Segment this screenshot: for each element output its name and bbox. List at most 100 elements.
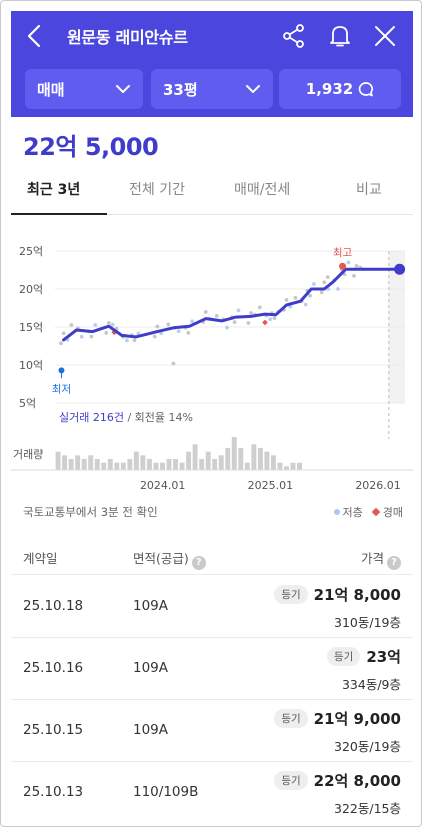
transaction-dot: [79, 334, 84, 339]
row-price: 등기 22억 8,000: [274, 770, 401, 791]
y-tick-label: 10억: [19, 359, 43, 372]
volume-bar: [120, 462, 126, 470]
volume-bar: [244, 462, 250, 470]
auction-marker: [262, 319, 268, 326]
min-price-marker: [58, 367, 65, 374]
transaction-dot: [346, 260, 351, 265]
transaction-dot: [293, 295, 298, 300]
volume-bar: [114, 462, 120, 470]
chevron-down-icon: [116, 85, 130, 93]
table-row[interactable]: 25.10.16 109A 등기 23억 334동/9층: [11, 638, 413, 700]
legend-low-floor: 저층: [342, 506, 363, 519]
volume-bar: [81, 459, 87, 470]
volume-bar: [225, 448, 231, 470]
x-tick-label: 2026.01: [355, 479, 401, 492]
period-tabs: 최근 3년 전체 기간 매매/전세 비교: [11, 163, 413, 215]
transaction-dot: [190, 319, 195, 324]
transaction-dot: [225, 325, 229, 330]
y-tick-label: 15억: [19, 321, 43, 334]
table-row[interactable]: 25.10.15 109A 등기 21억 9,000 320동/19층: [11, 700, 413, 762]
transaction-dot: [136, 331, 141, 336]
tab-sale-jeonse[interactable]: 매매/전세: [234, 182, 291, 198]
transaction-dot: [93, 322, 98, 327]
volume-bar: [68, 459, 74, 470]
table-row[interactable]: 25.10.13 110/109B 등기 22억 8,000 322동/15층: [11, 762, 413, 824]
close-icon[interactable]: [372, 23, 398, 49]
row-date: 25.10.15: [23, 722, 84, 738]
transaction-dot: [236, 308, 241, 313]
volume-bar: [75, 455, 81, 470]
top-bar: 원문동 래미안슈르: [11, 11, 413, 61]
trade-type-select[interactable]: 매매: [25, 69, 143, 109]
transaction-dot: [336, 286, 340, 291]
volume-bar: [133, 451, 139, 470]
volume-bar: [238, 448, 244, 470]
volume-bar: [264, 451, 270, 470]
volume-bar: [146, 459, 152, 470]
legend-auction: 경매: [382, 506, 403, 519]
help-icon[interactable]: ?: [191, 556, 206, 570]
source-row: 국토교통부에서 3분 전 확인 저층 경매: [23, 504, 403, 522]
row-area: 109A: [133, 598, 169, 614]
header-price: 가격?: [361, 548, 401, 570]
registered-badge: 등기: [326, 647, 361, 666]
transaction-dot: [104, 331, 109, 335]
registered-badge: 등기: [274, 585, 308, 604]
transaction-dot: [61, 331, 66, 336]
current-price: 22억 5,000: [23, 133, 159, 161]
comments-button[interactable]: 1,932: [279, 69, 401, 109]
volume-bar: [277, 462, 283, 470]
row-unit: 322동/15층: [334, 801, 401, 816]
transaction-dot: [354, 263, 359, 268]
transaction-dot: [246, 321, 251, 325]
header: 원문동 래미안슈르 매매 33평: [11, 11, 413, 117]
registered-badge: 등기: [274, 771, 308, 790]
current-price-point: [394, 263, 406, 275]
transaction-dot: [214, 314, 219, 318]
tab-compare[interactable]: 비교: [356, 182, 382, 198]
volume-bar: [199, 459, 205, 470]
row-date: 25.10.18: [23, 598, 84, 614]
volume-bar: [297, 462, 302, 470]
transaction-dot: [272, 316, 277, 321]
tab-recent-3y[interactable]: 최근 3년: [27, 182, 81, 198]
tab-all-period[interactable]: 전체 기간: [129, 182, 185, 198]
transaction-dot: [232, 320, 237, 325]
transaction-dot: [311, 282, 316, 286]
table-row[interactable]: 25.10.18 109A 등기 21억 8,000 310동/19층: [11, 576, 413, 638]
size-select[interactable]: 33평: [151, 69, 273, 109]
comments-count: 1,932: [305, 80, 354, 98]
transaction-dot: [268, 317, 273, 321]
volume-bar: [257, 448, 263, 470]
chart-legend: 저층 경매: [333, 504, 403, 520]
transaction-dot: [171, 361, 176, 366]
row-unit: 310동/19층: [334, 615, 401, 630]
row-price: 등기 21억 8,000: [274, 584, 401, 605]
bell-icon[interactable]: [327, 23, 353, 49]
volume-bar: [205, 451, 211, 470]
volume-bar: [270, 455, 276, 470]
registered-badge: 등기: [274, 709, 308, 728]
transaction-dot: [155, 324, 160, 329]
row-area: 109A: [133, 722, 169, 738]
share-icon[interactable]: [281, 23, 307, 49]
price-chart[interactable]: 25억 20억 15억 10억 5억 최고 최저 실거래 216건 / 회전율 14% 거래량 2…: [11, 229, 413, 499]
chevron-down-icon: [246, 85, 260, 93]
transaction-dot: [110, 322, 115, 327]
transaction-dot: [69, 323, 74, 327]
volume-bar: [212, 459, 218, 470]
low-floor-dot-icon: [333, 509, 340, 515]
row-date: 25.10.13: [23, 784, 84, 800]
row-area: 109A: [133, 660, 169, 676]
table-header: 계약일 면적(공급)? 가격?: [11, 541, 413, 575]
row-price: 등기 23억: [326, 646, 401, 667]
back-icon[interactable]: [23, 23, 47, 49]
transaction-stats: 실거래 216건 / 회전율 14%: [59, 411, 193, 424]
volume-bar: [153, 462, 159, 470]
help-icon[interactable]: ?: [387, 556, 401, 570]
volume-bar: [192, 444, 198, 470]
volume-bar: [160, 462, 165, 470]
transaction-dot: [303, 302, 308, 307]
